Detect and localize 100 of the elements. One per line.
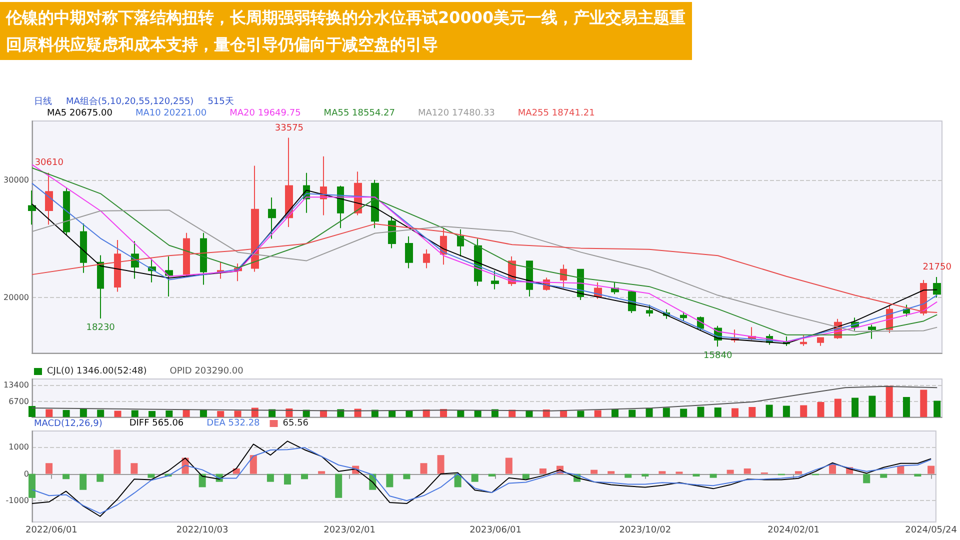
bar: [46, 463, 53, 474]
bar: [403, 474, 410, 480]
candlestick: [165, 256, 173, 297]
bar: [198, 474, 206, 488]
bar: [624, 474, 632, 478]
y-tick-label: 30000: [4, 175, 29, 184]
bar: [880, 474, 888, 478]
bar: [726, 470, 734, 474]
y-tick-label: 0: [24, 469, 29, 478]
text: MA5 20675.00: [47, 108, 113, 118]
bar: [505, 458, 512, 474]
text: 515天: [208, 96, 234, 108]
candlestick: [405, 236, 413, 269]
x-tick-label: 2023/06/01: [470, 526, 522, 536]
bar: [590, 470, 598, 474]
text: OPID 203290.00: [170, 366, 244, 376]
bar: [28, 474, 36, 498]
candlestick: [268, 197, 276, 240]
bar: [130, 463, 138, 474]
bar: [420, 463, 428, 474]
bar: [471, 474, 478, 482]
candlestick: [800, 334, 807, 346]
bar: [539, 468, 546, 474]
annotation: 18230: [86, 322, 116, 333]
legend-label: 65.56: [282, 418, 309, 428]
candlestick: [423, 248, 430, 269]
bar: [710, 474, 717, 478]
bar: [863, 474, 870, 484]
x-tick-label: 2022/06/01: [26, 526, 78, 536]
bar: [318, 471, 326, 474]
candlestick: [97, 254, 104, 319]
bar: [744, 468, 751, 474]
x-tick-label: 2022/10/03: [176, 526, 228, 536]
candlestick: [817, 337, 824, 346]
bar: [301, 474, 308, 480]
candlestick: [868, 324, 876, 340]
bar: [658, 471, 666, 474]
candlestick: [371, 179, 379, 229]
bar: [437, 455, 444, 474]
bar: [897, 466, 904, 474]
text: 日线: [34, 96, 52, 108]
line-series: [32, 386, 938, 412]
text: MA120 17480.33: [418, 108, 495, 118]
x-tick-label: 2024/05/24: [905, 526, 958, 536]
candlestick: [45, 172, 53, 226]
bar: [928, 466, 935, 474]
bar: [266, 474, 274, 482]
text: MA10 20221.00: [135, 108, 207, 118]
y-tick-label: 1000: [8, 442, 29, 452]
candlestick: [903, 304, 910, 317]
text: MA255 18741.21: [518, 108, 595, 118]
bar: [642, 474, 649, 476]
bar: [522, 474, 530, 480]
candlestick: [933, 276, 941, 298]
candlestick: [183, 232, 190, 277]
x-tick-label: 2023/10/02: [619, 526, 672, 536]
bar: [794, 471, 802, 474]
bar: [96, 474, 104, 482]
bar: [335, 474, 342, 498]
y-tick-label: 6700: [8, 397, 29, 406]
text: DEA 532.28: [206, 418, 260, 428]
bar: [284, 474, 291, 485]
text: MA20 19649.75: [230, 108, 301, 118]
bar: [250, 455, 257, 474]
candlestick: [388, 216, 396, 249]
candlestick: [560, 264, 567, 289]
bar: [148, 474, 155, 478]
candlestick: [491, 270, 499, 290]
text: MA55 18554.27: [324, 108, 395, 118]
bar: [608, 471, 615, 474]
bar: [386, 474, 394, 488]
bar: [80, 474, 87, 490]
text: MA组合(5,10,20,55,120,255): [66, 96, 194, 108]
candlestick: [680, 311, 687, 322]
candlestick: [200, 232, 207, 286]
bar: [829, 464, 836, 474]
text: MACD(12,26,9): [34, 419, 102, 429]
candlestick: [28, 190, 36, 226]
bar: [488, 474, 496, 476]
annotation: 30610: [34, 158, 64, 168]
x-tick-label: 2024/02/01: [768, 526, 820, 536]
candlestick: [457, 228, 464, 257]
candlestick: [114, 239, 121, 292]
legend-label: CJL(0) 1346.00(52:48): [47, 366, 147, 376]
y-tick-label: -1000: [6, 496, 29, 506]
candlestick: [80, 222, 87, 274]
bar: [114, 450, 121, 474]
bar: [914, 474, 922, 476]
candlestick: [646, 304, 653, 317]
annotation: 21750: [922, 262, 952, 273]
text: DIFF 565.06: [129, 418, 184, 428]
y-tick-label: 20000: [4, 293, 29, 302]
y-tick-label: 13400: [4, 380, 29, 390]
bar: [62, 474, 70, 480]
annotation: 33575: [274, 123, 304, 134]
annotation: 15840: [704, 351, 732, 362]
x-tick-label: 2023/02/01: [324, 526, 376, 536]
chart-title: 伦镍的中期对称下落结构扭转，长周期强弱转换的分水位再试20000美元一线，产业交易主题重回原料供应疑虑和成本支持，量仓引导仍偏向于减空盘的引导: [0, 2, 692, 60]
candlestick: [63, 188, 70, 236]
bar: [692, 474, 700, 476]
